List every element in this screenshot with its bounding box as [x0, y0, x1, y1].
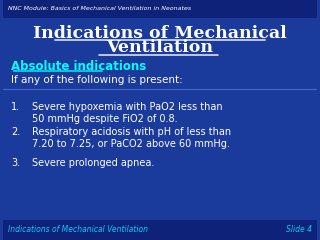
Text: Slide 4: Slide 4	[286, 226, 312, 234]
Text: 50 mmHg despite FiO2 of 0.8.: 50 mmHg despite FiO2 of 0.8.	[32, 114, 178, 124]
Text: Indications of Mechanical Ventilation: Indications of Mechanical Ventilation	[8, 226, 148, 234]
Text: Respiratory acidosis with pH of less than: Respiratory acidosis with pH of less tha…	[32, 127, 231, 137]
Text: 2.: 2.	[11, 127, 20, 137]
Text: Ventilation: Ventilation	[107, 40, 213, 56]
Text: 1.: 1.	[12, 102, 20, 112]
Text: Indications of Mechanical: Indications of Mechanical	[33, 24, 287, 42]
FancyBboxPatch shape	[3, 0, 317, 18]
Text: 7.20 to 7.25, or PaCO2 above 60 mmHg.: 7.20 to 7.25, or PaCO2 above 60 mmHg.	[32, 139, 230, 149]
Text: 3.: 3.	[12, 158, 20, 168]
Text: If any of the following is present:: If any of the following is present:	[11, 75, 182, 85]
Text: Severe prolonged apnea.: Severe prolonged apnea.	[32, 158, 155, 168]
Text: Absolute indications: Absolute indications	[11, 60, 146, 72]
Text: Severe hypoxemia with PaO2 less than: Severe hypoxemia with PaO2 less than	[32, 102, 223, 112]
FancyBboxPatch shape	[3, 220, 317, 240]
Text: NNC Module: Basics of Mechanical Ventilation in Neonates: NNC Module: Basics of Mechanical Ventila…	[8, 6, 191, 12]
